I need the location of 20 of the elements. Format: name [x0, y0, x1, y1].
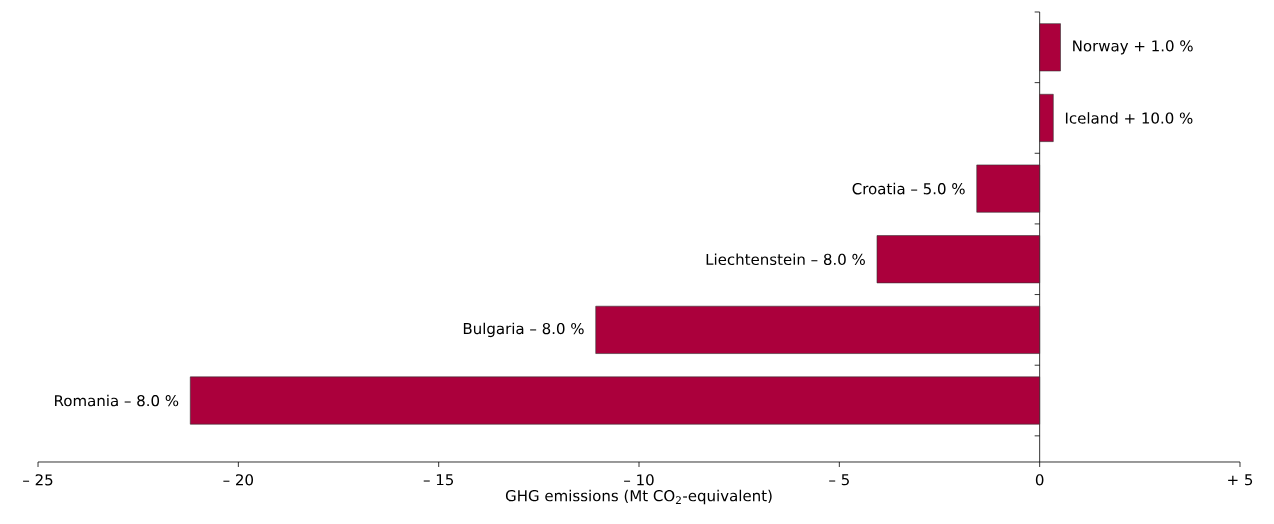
bar	[595, 305, 1040, 354]
x-tick-label: – 10	[624, 474, 654, 486]
bar	[1039, 93, 1054, 142]
y-tick-label: Romania – 8.0 %	[55, 394, 179, 407]
bar	[976, 164, 1040, 213]
y-tick-label: Norway + 1.0 %	[1073, 40, 1193, 55]
bar	[1039, 23, 1061, 72]
y-tick-label: Iceland + 10.0 %	[1065, 112, 1193, 124]
bar	[876, 235, 1040, 284]
x-tick-label: + 5	[1228, 474, 1253, 486]
bar	[189, 376, 1040, 425]
x-tick-label: 0	[1035, 474, 1044, 486]
x-axis-title: GHG emissions (Mt CO$_{2}$-equivalent)	[505, 489, 772, 505]
x-tick-label: – 25	[23, 474, 53, 486]
x-tick-label: – 15	[423, 474, 454, 486]
y-tick-label: Liechtenstein – 8.0 %	[706, 253, 865, 266]
y-tick-label: Bulgaria – 8.0 %	[463, 322, 584, 338]
y-tick-label: Croatia – 5.0 %	[852, 182, 965, 195]
x-tick-label: – 5	[829, 474, 849, 486]
x-tick-label: – 20	[223, 474, 254, 486]
